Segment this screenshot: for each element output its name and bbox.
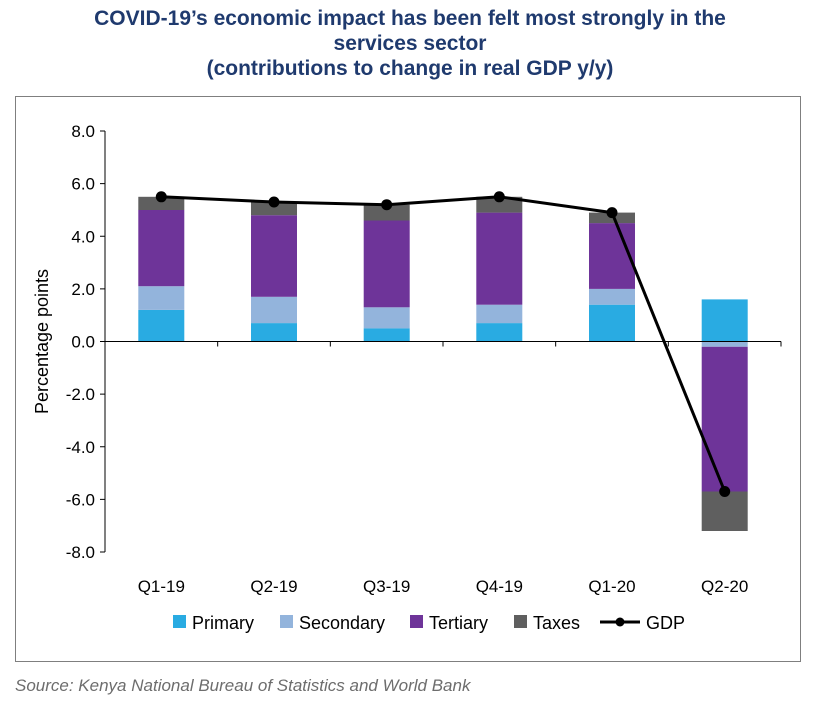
bar-secondary-q2-19 bbox=[251, 296, 297, 324]
x-tick-label: Q3-19 bbox=[363, 577, 410, 596]
gdp-point-q2-19 bbox=[268, 196, 280, 208]
gdp-line bbox=[161, 195, 727, 493]
y-tick-label: -6.0 bbox=[66, 490, 95, 509]
chart-title: COVID-19’s economic impact has been felt… bbox=[0, 6, 820, 81]
bar-tertiary-q1-20 bbox=[589, 223, 635, 289]
title-line-2: services sector bbox=[333, 32, 487, 55]
bars-layer bbox=[138, 196, 748, 531]
legend-label-tertiary: Tertiary bbox=[429, 613, 488, 633]
y-axis-label: Percentage points bbox=[32, 269, 52, 414]
bar-taxes-q1-19 bbox=[138, 196, 185, 210]
bar-secondary-q3-19 bbox=[363, 307, 410, 329]
source-note: Source: Kenya National Bureau of Statist… bbox=[15, 676, 471, 695]
bar-tertiary-q2-19 bbox=[251, 215, 297, 297]
bar-tertiary-q1-19 bbox=[138, 209, 185, 287]
bar-taxes-q2-19 bbox=[251, 202, 297, 216]
bar-primary-q1-19 bbox=[138, 309, 185, 342]
legend-swatch-tertiary bbox=[410, 615, 423, 628]
y-tick-label: 2.0 bbox=[71, 280, 95, 299]
x-tick-label: Q1-20 bbox=[588, 577, 635, 596]
y-tick-label: -8.0 bbox=[66, 543, 95, 562]
legend-label-gdp: GDP bbox=[646, 613, 685, 633]
legend: Primary Secondary Tertiary Taxes GDP bbox=[173, 613, 685, 633]
bar-primary-q4-19 bbox=[476, 323, 523, 342]
y-tick-label: 8.0 bbox=[71, 122, 95, 141]
legend-swatch-primary bbox=[173, 615, 186, 628]
bar-taxes-q2-20 bbox=[701, 491, 748, 531]
legend-label-secondary: Secondary bbox=[299, 613, 385, 633]
legend-swatch-taxes bbox=[514, 615, 527, 628]
bar-secondary-q2-20 bbox=[701, 341, 748, 347]
x-tick-label: Q4-19 bbox=[476, 577, 523, 596]
bar-taxes-q4-19 bbox=[476, 196, 523, 213]
bar-tertiary-q4-19 bbox=[476, 212, 523, 305]
y-tick-label: -2.0 bbox=[66, 385, 95, 404]
x-tick-label: Q1-19 bbox=[138, 577, 185, 596]
legend-label-primary: Primary bbox=[192, 613, 254, 633]
title-line-3: (contributions to change in real GDP y/y… bbox=[206, 57, 614, 80]
bar-primary-q1-20 bbox=[589, 304, 635, 342]
gdp-point-q2-20 bbox=[719, 486, 731, 497]
gdp-line-layer bbox=[155, 191, 731, 497]
chart-frame bbox=[15, 96, 801, 662]
bar-tertiary-q2-20 bbox=[701, 346, 748, 492]
axes-layer: 8.0 6.0 4.0 2.0 0.0 -2.0 -4.0 -6.0 -8.0 Q1-19 Q2-1… bbox=[32, 122, 782, 596]
x-tick-label: Q2-20 bbox=[701, 577, 748, 596]
legend-label-taxes: Taxes bbox=[533, 613, 580, 633]
y-tick-label: 4.0 bbox=[71, 227, 95, 246]
legend-swatch-marker-gdp bbox=[615, 617, 625, 627]
y-tick-label: -4.0 bbox=[66, 438, 95, 457]
bar-primary-q2-19 bbox=[251, 323, 297, 342]
bar-taxes-q3-19 bbox=[363, 204, 410, 221]
bar-primary-q3-19 bbox=[363, 328, 410, 342]
title-line-1: COVID-19’s economic impact has been felt… bbox=[94, 7, 726, 30]
bar-secondary-q1-20 bbox=[589, 288, 635, 305]
bar-secondary-q1-19 bbox=[138, 286, 185, 310]
x-tick-label: Q2-19 bbox=[250, 577, 297, 596]
gdp-point-q3-19 bbox=[381, 199, 393, 211]
bar-tertiary-q3-19 bbox=[363, 220, 410, 308]
gdp-point-q1-19 bbox=[155, 191, 167, 203]
y-tick-label: 0.0 bbox=[71, 333, 95, 352]
y-tick-label: 6.0 bbox=[71, 175, 95, 194]
gdp-point-q4-19 bbox=[493, 191, 505, 203]
legend-swatch-secondary bbox=[280, 615, 293, 628]
bar-secondary-q4-19 bbox=[476, 304, 523, 324]
gdp-point-q1-20 bbox=[606, 207, 618, 219]
bar-primary-q2-20 bbox=[701, 299, 748, 342]
